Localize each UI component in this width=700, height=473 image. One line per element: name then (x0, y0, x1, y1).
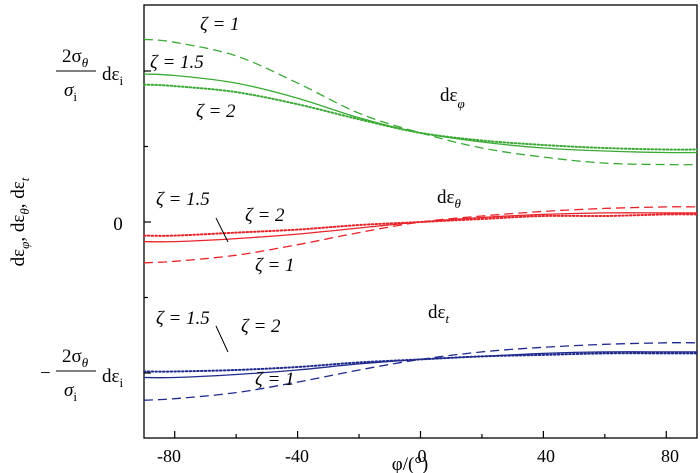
series-line-phi-zeta-2 (143, 83, 698, 151)
series-line-phi-zeta-1 (143, 38, 698, 166)
series-line-t-zeta-1 (143, 342, 698, 401)
svg-text:σi: σi (64, 380, 77, 404)
series-line-t-zeta-2 (143, 352, 698, 373)
t-zeta-1.5-leader (215, 325, 229, 353)
svg-text:σi: σi (64, 80, 77, 104)
zeta-label: ζ = 1 (200, 14, 240, 35)
svg-text:dεi: dεi (102, 64, 123, 88)
group-label-phi: dεφ (440, 85, 465, 111)
x-tick-label: 40 (537, 446, 555, 466)
y-level-top-label: 2σθ σi dεi (56, 46, 123, 104)
series-line-theta-zeta-2 (143, 213, 698, 237)
y-level-zero-label: 0 (113, 214, 123, 235)
zeta-label: ζ = 1.5 (150, 52, 204, 73)
zeta-label: ζ = 1.5 (156, 189, 210, 210)
axis-ticks (144, 70, 667, 438)
series-line-theta-zeta-1 (143, 206, 698, 264)
y-level-bottom-label: − 2σθ σi dεi (40, 346, 123, 404)
series-line-t-zeta-1.5 (143, 351, 697, 379)
x-tick-label: 0 (418, 446, 427, 466)
x-tick-labels: -80 -40 0 40 80 (157, 446, 679, 466)
x-tick-label: -80 (157, 446, 181, 466)
svg-text:dεi: dεi (102, 366, 123, 390)
group-label-t: dεt (428, 302, 449, 326)
svg-text:2σθ: 2σθ (62, 46, 89, 70)
zeta-label: ζ = 2 (241, 316, 281, 337)
annotation-leaders (215, 217, 229, 353)
zeta-label: ζ = 1.5 (156, 308, 210, 329)
y-axis-label: dεφ, dεθ, dεt (8, 177, 32, 266)
series-line-theta-zeta-1.5 (143, 212, 697, 243)
x-axis-label: φ/(°) (392, 454, 429, 473)
svg-text:−: − (40, 363, 51, 384)
zeta-label: ζ = 2 (245, 205, 285, 226)
series-layer (143, 38, 698, 401)
zeta-label: ζ = 2 (196, 101, 236, 122)
group-label-theta: dεθ (437, 187, 461, 211)
zeta-label: ζ = 1 (255, 369, 295, 390)
zeta-label: ζ = 1 (255, 255, 295, 276)
theta-zeta-1.5-leader (215, 217, 229, 243)
svg-text:2σθ: 2σθ (62, 346, 89, 370)
x-tick-label: -40 (285, 446, 309, 466)
x-tick-label: 80 (661, 446, 679, 466)
